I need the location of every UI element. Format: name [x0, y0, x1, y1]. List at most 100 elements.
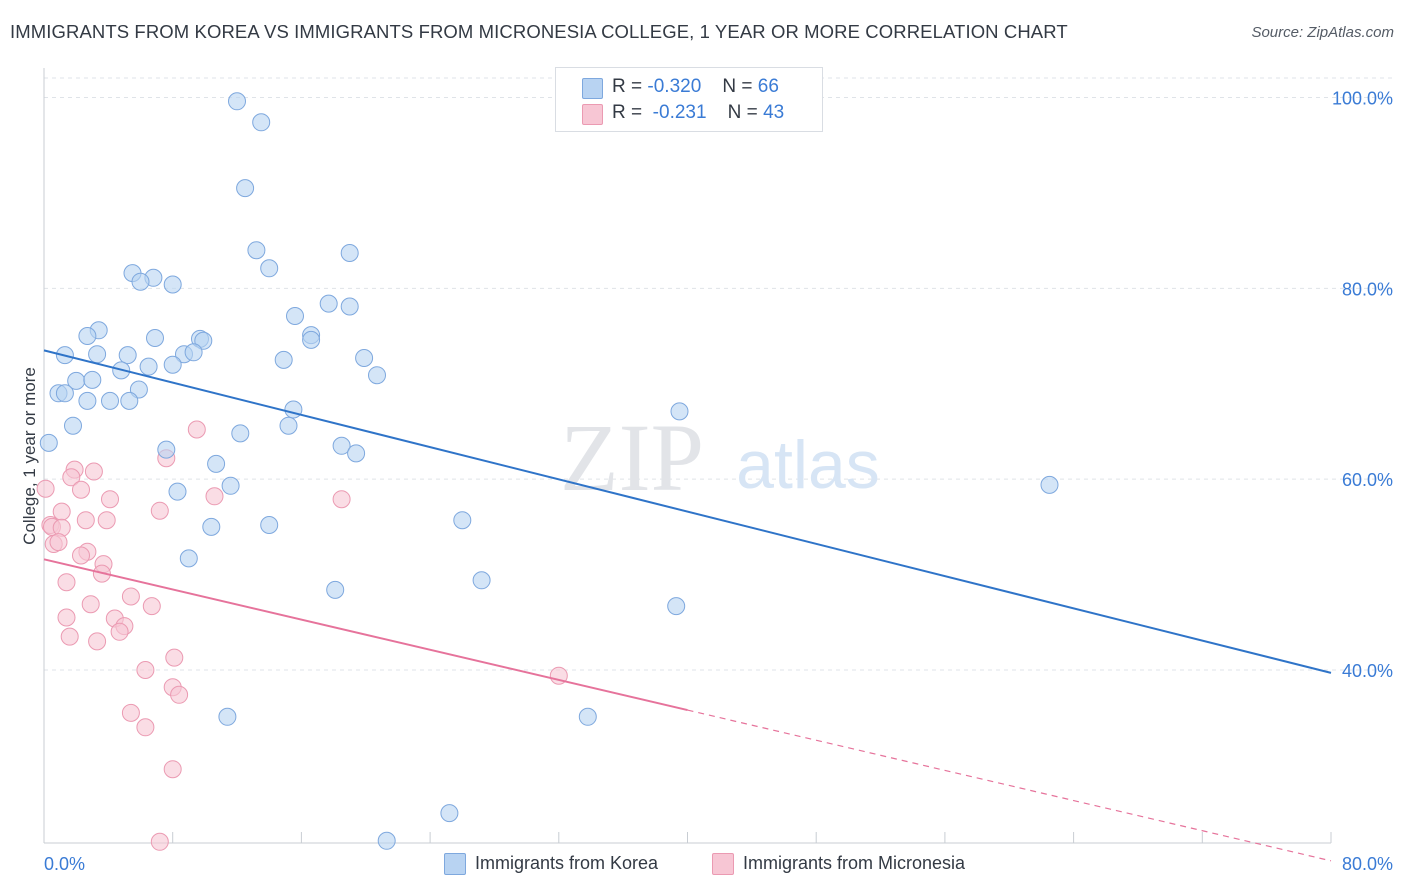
data-point-korea [83, 370, 102, 389]
data-point-korea [1040, 475, 1059, 494]
data-point-korea [319, 294, 338, 313]
data-point-korea [120, 391, 139, 410]
korea-r-label: R = [612, 76, 643, 97]
data-point-korea [274, 350, 293, 369]
data-point-micronesia [52, 502, 71, 521]
korea-r-value: -0.320 [647, 76, 702, 97]
data-point-korea [279, 416, 298, 435]
data-point-micronesia [121, 587, 140, 606]
data-point-korea [377, 831, 396, 850]
data-point-micronesia [76, 511, 95, 530]
korea-swatch [582, 78, 603, 99]
data-point-korea [39, 433, 58, 452]
x-tick-label: 0.0% [44, 854, 85, 874]
x-tick-label: 80.0% [1342, 854, 1393, 874]
watermark: ZIP atlas [560, 404, 880, 511]
data-point-micronesia [101, 490, 119, 509]
data-point-korea [157, 440, 176, 459]
data-point-korea [440, 804, 459, 823]
data-point-micronesia [72, 480, 90, 499]
data-point-korea [207, 454, 226, 473]
data-point-micronesia [205, 487, 224, 506]
data-point-korea [326, 580, 345, 599]
data-point-korea [228, 92, 246, 111]
data-point-korea [260, 259, 279, 278]
data-point-korea [163, 355, 182, 374]
data-point-korea [340, 244, 359, 262]
data-point-korea [78, 391, 97, 410]
data-point-korea [284, 400, 303, 419]
korea-n-label: N = [722, 76, 753, 97]
micronesia-swatch [582, 104, 603, 125]
data-point-korea [194, 331, 213, 350]
data-point-micronesia [57, 573, 76, 592]
data-point-korea [64, 416, 82, 435]
axes [43, 68, 1332, 844]
data-point-korea [139, 357, 158, 376]
data-point-korea [355, 349, 374, 367]
data-point-micronesia [88, 632, 107, 651]
data-point-korea [472, 571, 491, 590]
trend-lines [43, 349, 1332, 862]
data-point-korea [202, 517, 221, 536]
data-point-micronesia [187, 420, 206, 439]
data-point-micronesia [136, 718, 155, 737]
data-point-korea [302, 330, 321, 349]
data-point-korea [218, 707, 237, 726]
trend-line-korea [43, 349, 1332, 674]
micronesia-n-value: 43 [763, 102, 785, 123]
data-point-korea [231, 424, 250, 443]
data-point-korea [168, 482, 187, 501]
data-point-micronesia [81, 595, 100, 614]
data-point-micronesia [136, 661, 155, 679]
data-point-micronesia [57, 608, 76, 627]
korea-n-value: 66 [757, 76, 779, 97]
watermark-atlas: atlas [736, 427, 880, 503]
data-point-micronesia [163, 760, 182, 779]
data-point-micronesia [72, 546, 90, 565]
micronesia-r-label: R = [612, 102, 643, 123]
trend-line-micronesia [43, 558, 688, 712]
y-tick-label: 40.0% [1342, 661, 1393, 681]
series-korea-points [39, 92, 1059, 850]
data-point-micronesia [97, 511, 116, 530]
y-axis-label: College, 1 year or more [20, 367, 39, 545]
data-point-korea [184, 343, 203, 362]
source-label: Source: ZipAtlas.com [1251, 24, 1394, 41]
data-point-korea [78, 327, 97, 345]
data-point-micronesia [165, 648, 184, 667]
data-point-korea [252, 113, 271, 132]
data-point-micronesia [84, 462, 103, 481]
data-point-micronesia [49, 533, 68, 552]
data-point-korea [247, 241, 266, 260]
data-point-korea [368, 366, 386, 385]
y-tick-label: 100.0% [1332, 89, 1393, 109]
data-point-micronesia [121, 703, 140, 722]
data-point-korea [55, 384, 74, 403]
data-point-korea [286, 307, 304, 325]
bottom-micronesia-label: Immigrants from Micronesia [743, 853, 966, 873]
data-point-korea [179, 549, 198, 568]
data-point-korea [131, 272, 150, 291]
data-point-korea [347, 444, 366, 463]
series-micronesia-points [36, 420, 568, 851]
data-point-korea [578, 707, 597, 726]
data-point-micronesia [62, 468, 81, 487]
chart-title: IMMIGRANTS FROM KOREA VS IMMIGRANTS FROM… [10, 21, 1068, 42]
data-point-korea [340, 297, 359, 316]
data-point-micronesia [110, 622, 129, 641]
data-point-micronesia [332, 490, 351, 509]
data-point-micronesia [170, 685, 189, 704]
trend-line-micronesia [687, 709, 1332, 862]
y-tick-label: 80.0% [1342, 279, 1393, 299]
bottom-korea-label: Immigrants from Korea [475, 853, 659, 873]
data-point-micronesia [60, 627, 79, 646]
tick-labels: 100.0% 80.0% 60.0% 40.0% 0.0% 80.0% [44, 89, 1393, 875]
micronesia-r-value: -0.231 [652, 102, 707, 123]
data-point-micronesia [36, 479, 55, 498]
data-point-korea [260, 516, 279, 534]
data-point-korea [332, 436, 351, 455]
bottom-korea-swatch [444, 853, 466, 875]
data-point-korea [221, 476, 240, 495]
